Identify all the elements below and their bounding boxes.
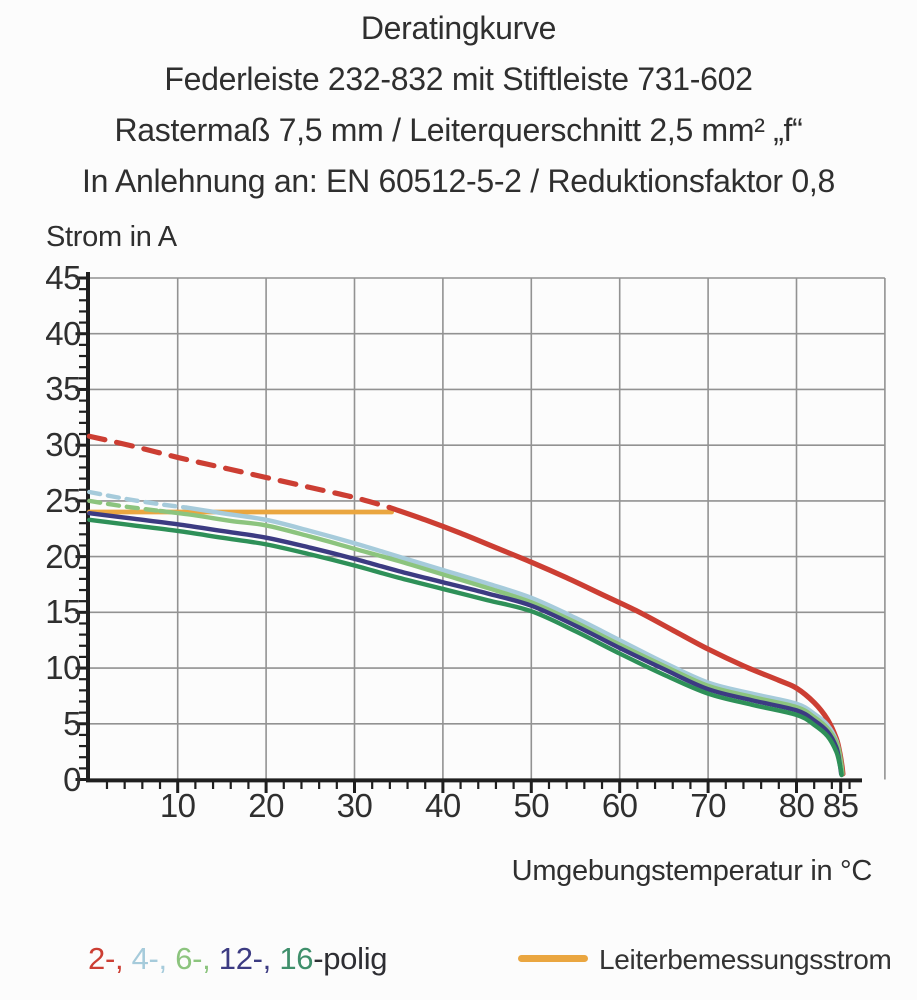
y-tick-label-15: 15: [45, 593, 81, 631]
x-axis-label: Umgebungstemperatur in °C: [511, 855, 873, 887]
x-tick-label-70: 70: [690, 787, 726, 824]
x-tick-label-60: 60: [601, 787, 638, 824]
legend-pole-counts: 2-, 4-, 6-, 12-, 16-polig: [88, 941, 388, 977]
y-axis-label: Strom in A: [46, 221, 177, 253]
legend-item-6: 6-,: [175, 941, 219, 976]
legend-item-16: 16: [279, 941, 314, 976]
curve-2-polig-dashed: [86, 433, 393, 511]
curve-6-polig-dashed: [87, 498, 163, 514]
chart-title: Deratingkurve: [360, 10, 557, 46]
chart-subtitle-product: Federleiste 232-832 mit Stiftleiste 731-…: [164, 61, 753, 97]
x-tick-label-40: 40: [425, 787, 461, 824]
chart-subtitle-norm: In Anlehnung an: EN 60512-5-2 / Reduktio…: [82, 163, 835, 199]
y-tick-label-5: 5: [63, 704, 81, 742]
x-tick-label-85: 85: [822, 787, 859, 824]
x-tick-label-20: 20: [248, 787, 284, 824]
y-tick-label-35: 35: [45, 370, 81, 408]
x-tick-label-50: 50: [513, 787, 550, 824]
y-tick-label-10: 10: [45, 649, 81, 687]
y-tick-label-30: 30: [45, 426, 81, 464]
y-tick-label-40: 40: [45, 314, 81, 352]
curve-4-polig-dashed: [87, 489, 189, 510]
y-tick-label-25: 25: [45, 481, 81, 519]
legend-item-12: 12-,: [218, 941, 280, 976]
rated-current-legend-label: Leiterbemessungsstrom: [599, 944, 892, 975]
legend-item-polig: -polig: [313, 941, 388, 976]
y-tick-label-45: 45: [45, 259, 81, 296]
rated-current-line-swatch: [518, 955, 588, 962]
curve-12-polig: [87, 510, 844, 777]
y-tick-label-0: 0: [63, 760, 81, 798]
x-tick-label-10: 10: [159, 787, 196, 824]
chart-subtitle-spec: Rastermaß 7,5 mm / Leiterquerschnitt 2,5…: [114, 112, 803, 148]
x-tick-label-80: 80: [778, 787, 815, 824]
curve-16-polig: [87, 517, 844, 778]
legend-item-4: 4-,: [131, 941, 176, 976]
x-tick-label-30: 30: [336, 787, 373, 824]
legend-item-2: 2-,: [88, 941, 132, 976]
y-tick-label-20: 20: [45, 537, 81, 575]
